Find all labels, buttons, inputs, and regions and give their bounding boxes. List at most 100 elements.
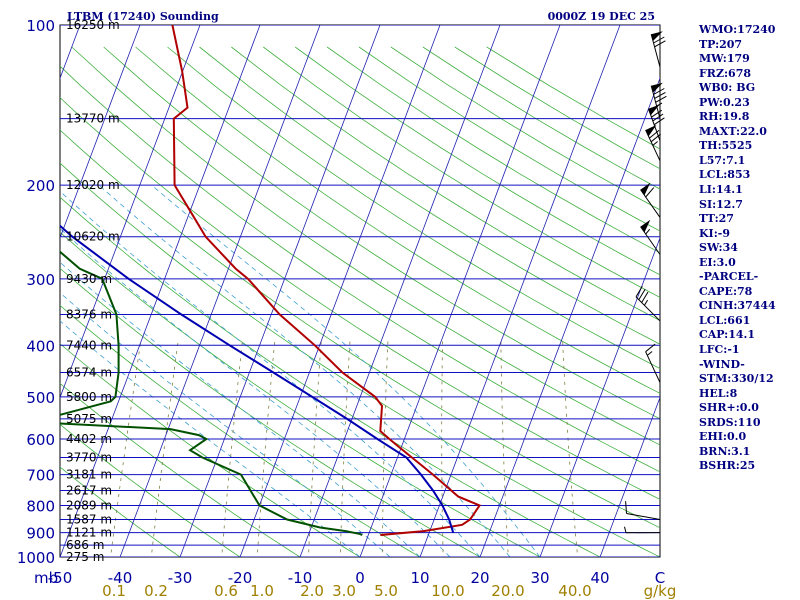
index-item: MW:179 xyxy=(699,52,750,66)
temperature-tick-label: -30 xyxy=(168,569,193,587)
dry-adiabat xyxy=(71,46,660,446)
pressure-tick-label: 800 xyxy=(26,497,55,515)
dewpoint-trace xyxy=(60,250,363,536)
index-item: TP:207 xyxy=(699,37,743,51)
dry-adiabat xyxy=(60,466,181,557)
height-label: 7440 m xyxy=(66,338,112,352)
isotherm xyxy=(239,25,441,557)
barb-flag xyxy=(625,501,627,514)
index-item: CAP:14.1 xyxy=(699,328,756,342)
index-item: TH:5525 xyxy=(699,139,753,153)
pressure-tick-label: 500 xyxy=(26,389,55,407)
barb-flag xyxy=(655,95,667,103)
barb-flag xyxy=(650,133,662,143)
wind-barb xyxy=(624,526,661,534)
height-label: 3181 m xyxy=(66,468,112,482)
isotherm xyxy=(60,25,201,399)
index-item: WB0: BG xyxy=(699,81,756,95)
dry-adiabat xyxy=(60,129,660,529)
wind-barb xyxy=(640,219,661,255)
pressure-tick-label: 600 xyxy=(26,431,55,449)
index-item: SI:12.7 xyxy=(699,197,743,211)
isotherm xyxy=(60,25,141,239)
pressure-tick-label: 200 xyxy=(26,177,55,195)
dry-adiabat xyxy=(60,304,421,557)
index-item: -WIND- xyxy=(699,357,745,371)
temperature-tick-label: 10 xyxy=(410,569,429,587)
barb-flag xyxy=(651,109,662,118)
temperature-trace xyxy=(171,25,482,536)
wind-barb xyxy=(647,104,665,141)
barb-staff xyxy=(645,351,661,383)
chart-grid xyxy=(0,25,660,568)
isotherm xyxy=(119,25,321,557)
barb-half-flag xyxy=(624,526,627,533)
index-item: CINH:37444 xyxy=(699,299,776,313)
mixing-ratio-line xyxy=(308,339,322,557)
index-item: FRZ:678 xyxy=(699,66,752,80)
height-label: 2617 m xyxy=(66,484,112,498)
index-item: LCL:853 xyxy=(699,168,751,182)
mixing-ratio-line xyxy=(500,339,509,557)
height-label: 8376 m xyxy=(66,307,112,321)
index-item: BSHR:25 xyxy=(699,459,756,473)
dry-adiabat xyxy=(199,46,660,345)
height-label: 12020 m xyxy=(66,178,120,192)
index-item: PW:0.23 xyxy=(699,95,750,109)
mixing-ratio-line xyxy=(221,339,243,557)
height-label: 9430 m xyxy=(66,272,112,286)
wind-barb xyxy=(640,182,661,218)
index-item: HEL:8 xyxy=(699,386,738,400)
dry-adiabat xyxy=(60,343,361,557)
mixing-ratio-label: 5.0 xyxy=(374,582,398,600)
dry-adiabat xyxy=(294,46,660,276)
isotherm xyxy=(359,25,561,557)
barb-staff xyxy=(647,108,661,141)
index-item: EHI:0.0 xyxy=(699,430,747,444)
barb-flag xyxy=(653,36,665,44)
temperature-tick-label: 20 xyxy=(470,569,489,587)
dry-adiabat xyxy=(60,231,541,557)
temperature-tick-label: 40 xyxy=(590,569,609,587)
isotherm xyxy=(419,25,621,557)
sounding-traces xyxy=(60,25,482,536)
moist-adiabat xyxy=(60,292,391,557)
barb-flag xyxy=(654,40,666,48)
index-item: SW:34 xyxy=(699,241,738,255)
barb-flag xyxy=(652,113,664,122)
temperature-tick-label: -20 xyxy=(228,569,253,587)
dry-adiabat xyxy=(135,46,660,394)
dry-adiabat xyxy=(263,46,660,298)
isotherm xyxy=(0,25,20,568)
index-item: MAXT:22.0 xyxy=(699,124,767,138)
index-item: SRDS:110 xyxy=(699,415,761,429)
barb-pennant xyxy=(640,219,651,233)
mixing-ratio-label: 0.6 xyxy=(214,582,238,600)
height-label: 10620 m xyxy=(66,230,120,244)
wind-barb xyxy=(635,286,661,322)
height-label: 5800 m xyxy=(66,390,112,404)
barb-flag xyxy=(645,343,656,353)
pressure-tick-label: 400 xyxy=(26,337,55,355)
barb-flag xyxy=(645,187,655,198)
index-item: L57:7.1 xyxy=(699,153,746,167)
isotherm xyxy=(479,77,660,557)
dry-adiabat xyxy=(103,46,660,420)
barb-half-flag xyxy=(645,228,651,235)
dry-adiabat xyxy=(60,97,660,500)
mixing-ratio-line xyxy=(441,339,444,557)
barb-staff xyxy=(626,513,661,520)
index-item: TT:27 xyxy=(699,212,734,226)
mixing-ratio-label: 20.0 xyxy=(491,582,524,600)
isotherm xyxy=(539,236,660,557)
isotherm xyxy=(179,25,381,557)
temperature-axis-label: C xyxy=(655,569,665,587)
index-item: STM:330/12 xyxy=(699,372,774,386)
dry-adiabat xyxy=(60,382,301,557)
barb-pennant xyxy=(651,31,663,41)
height-label: 6574 m xyxy=(66,366,112,380)
temperature-tick-label: -10 xyxy=(288,569,313,587)
barb-half-flag xyxy=(643,299,649,306)
index-item: BRN:3.1 xyxy=(699,444,751,458)
